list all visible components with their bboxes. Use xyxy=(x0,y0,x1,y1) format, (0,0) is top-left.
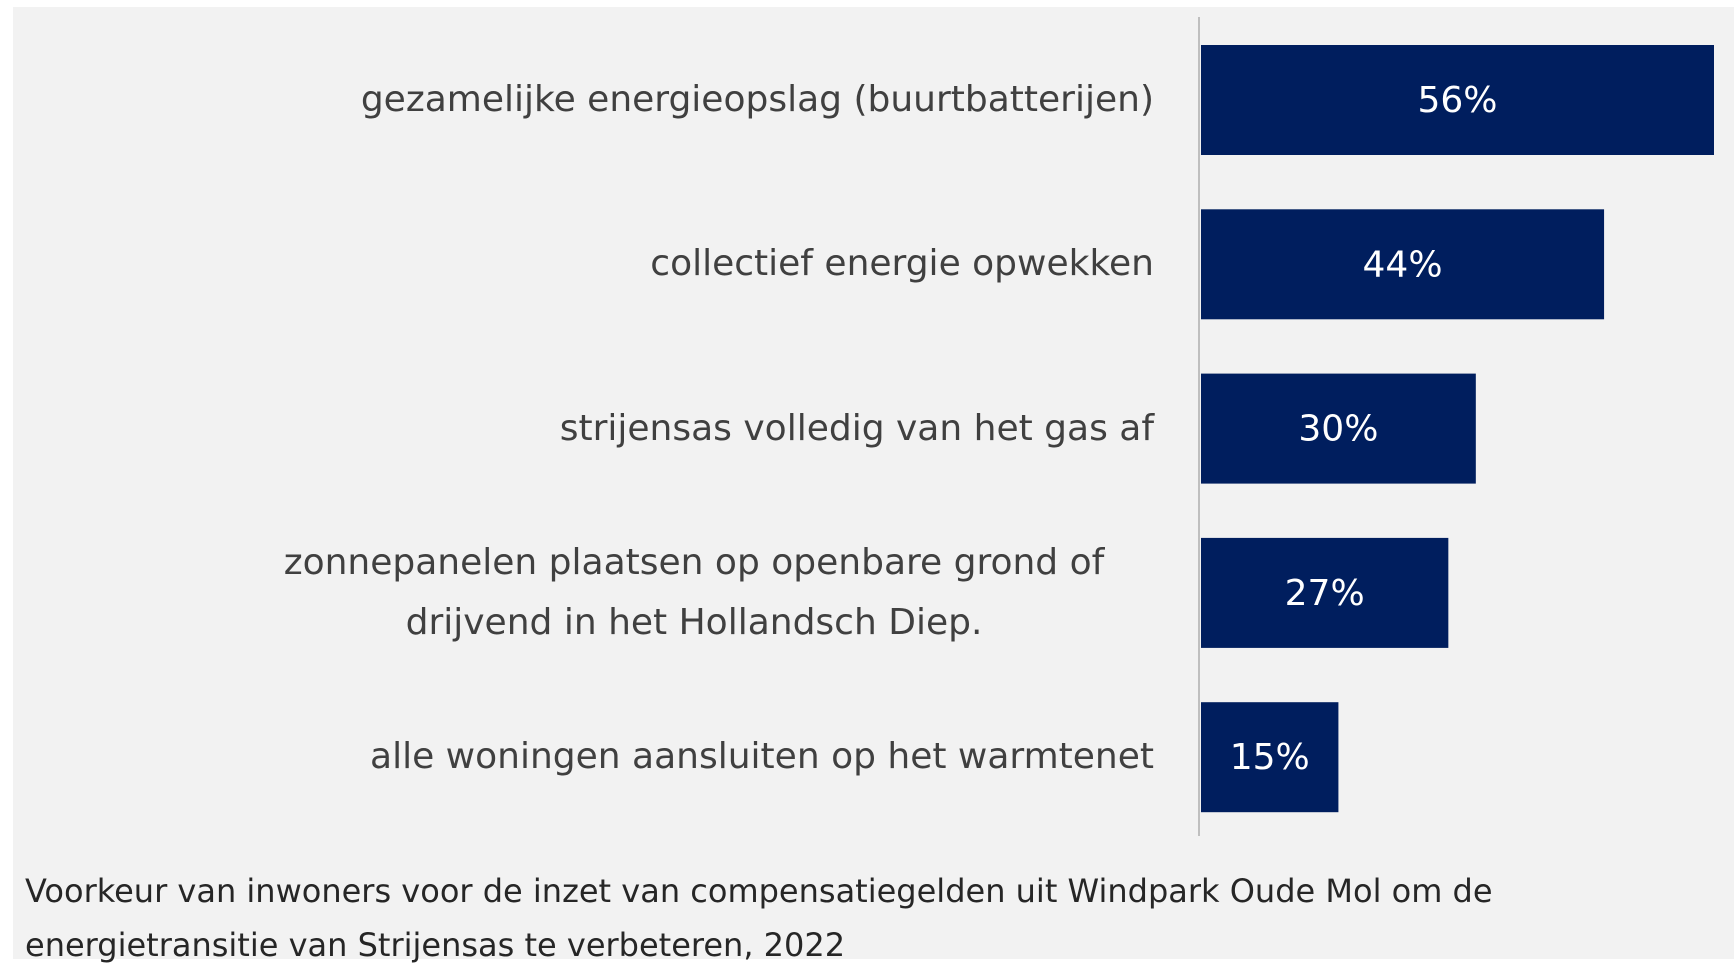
category-label: collectief energie opwekken xyxy=(650,234,1154,294)
caption: Voorkeur van inwoners voor de inzet van … xyxy=(25,872,1493,964)
value-label: 30% xyxy=(1298,409,1378,450)
category-text: gezamelijke energieopslag (buurtbatterij… xyxy=(360,79,1154,120)
bar xyxy=(1201,537,1449,648)
category-label: zonnepanelen plaatsen op openbare grond … xyxy=(234,533,1154,653)
bar xyxy=(1201,209,1605,320)
category-text: zonnepanelen plaatsen op openbare grond … xyxy=(283,541,1105,643)
category-label: strijensas volledig van het gas af xyxy=(560,399,1154,459)
category-label: gezamelijke energieopslag (buurtbatterij… xyxy=(361,70,1154,130)
category-label: alle woningen aansluiten op het warmtene… xyxy=(370,727,1154,787)
bar xyxy=(1201,702,1339,813)
bar xyxy=(1201,373,1476,484)
value-label: 15% xyxy=(1230,737,1310,778)
category-text: alle woningen aansluiten op het warmtene… xyxy=(370,736,1154,778)
category-text: strijensas volledig van het gas af xyxy=(559,407,1154,449)
value-label: 44% xyxy=(1363,244,1443,285)
bar xyxy=(1201,45,1714,155)
category-text: collectief energie opwekken xyxy=(650,243,1154,285)
value-label: 56% xyxy=(1417,80,1497,121)
value-label: 27% xyxy=(1285,573,1365,614)
